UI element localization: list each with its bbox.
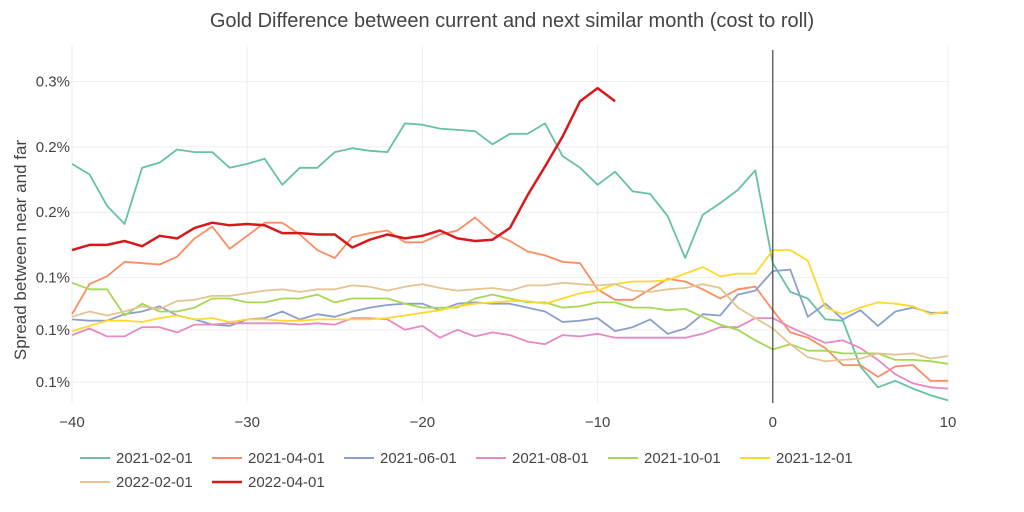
y-axis-label: Spread between near and far bbox=[11, 140, 30, 361]
y-tick-label: 0.1% bbox=[36, 322, 70, 339]
series-line-2021-04-01 bbox=[71, 216, 948, 382]
axes: −40 −30 −20 −10 0 10 0.1% 0.1% 0.1% 0.2% 0.2% 0.3% bbox=[36, 50, 957, 431]
x-tick-label: −30 bbox=[234, 414, 259, 431]
legend-label: 2021-10-01 bbox=[644, 450, 721, 467]
x-tick-label: 10 bbox=[940, 414, 957, 431]
series-line-2022-04-01 bbox=[71, 86, 616, 252]
y-tick-label: 0.1% bbox=[36, 374, 70, 391]
grid bbox=[71, 45, 949, 403]
y-tick-label: 0.3% bbox=[36, 74, 70, 91]
y-tick-label: 0.2% bbox=[36, 139, 70, 156]
legend-label: 2021-12-01 bbox=[776, 450, 853, 467]
series-line-2021-12-01 bbox=[71, 249, 949, 332]
legend-label: 2022-02-01 bbox=[116, 474, 193, 491]
legend: 2021-02-01 2021-04-01 2021-06-01 2021-08-01… bbox=[80, 450, 853, 491]
series-line-2021-08-01 bbox=[71, 317, 949, 390]
legend-label: 2021-04-01 bbox=[248, 450, 325, 467]
series-line-2022-02-01 bbox=[71, 281, 949, 363]
x-tick-label: −20 bbox=[410, 414, 435, 431]
series-line-2021-02-01 bbox=[71, 122, 949, 402]
x-tick-label: −40 bbox=[59, 414, 84, 431]
y-tick-label: 0.2% bbox=[36, 204, 70, 221]
chart-title: Gold Difference between current and next… bbox=[210, 10, 814, 32]
series-lines bbox=[71, 86, 949, 402]
legend-label: 2021-02-01 bbox=[116, 450, 193, 467]
x-tick-label: −10 bbox=[585, 414, 610, 431]
x-tick-label: 0 bbox=[769, 414, 777, 431]
series-line-2021-10-01 bbox=[71, 281, 949, 365]
legend-label: 2022-04-01 bbox=[248, 474, 325, 491]
y-tick-label: 0.1% bbox=[36, 270, 70, 287]
legend-label: 2021-08-01 bbox=[512, 450, 589, 467]
legend-label: 2021-06-01 bbox=[380, 450, 457, 467]
